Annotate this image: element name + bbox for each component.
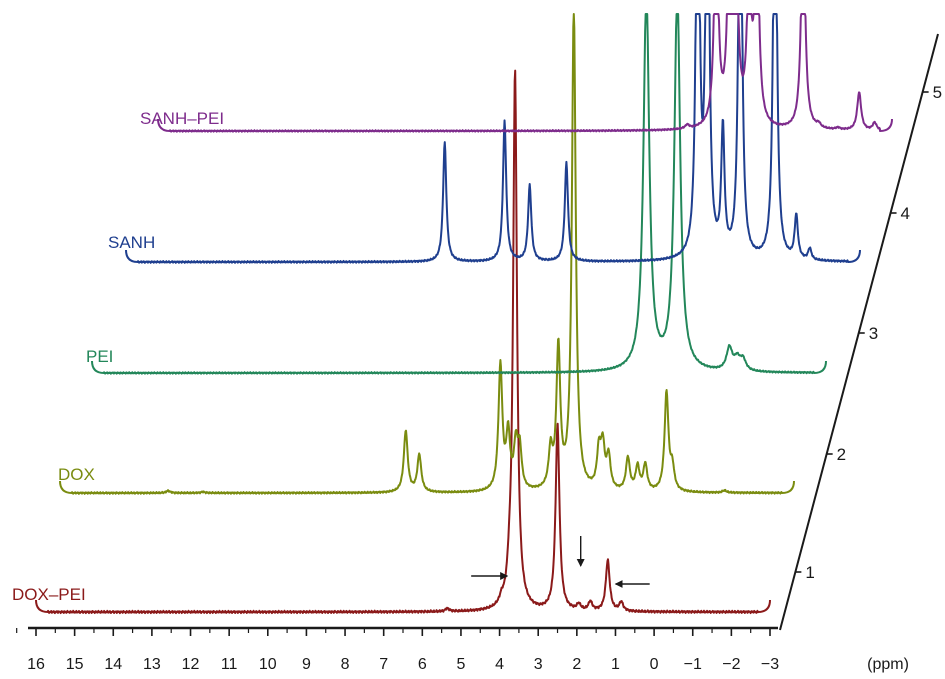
x-tick-label: 10 <box>259 656 277 673</box>
x-tick-label: 14 <box>104 656 122 673</box>
depth-tick-label: 3 <box>869 324 878 343</box>
x-tick-label: 12 <box>182 656 200 673</box>
spectrum-5: SANH–PEI <box>140 13 893 133</box>
spectrum-trace <box>125 13 861 264</box>
x-tick-label: 0 <box>650 656 659 673</box>
x-tick-label: 5 <box>456 656 465 673</box>
series-label: SANH <box>108 233 155 252</box>
x-tick-label: 8 <box>341 656 350 673</box>
depth-axis: 1 2 3 4 5 <box>779 33 942 631</box>
x-tick-label: −2 <box>722 656 740 673</box>
spectra-layer: DOX–PEI DOX PEI SANH SANH–PEI <box>12 13 893 615</box>
series-label: PEI <box>86 347 113 366</box>
x-tick-label: 9 <box>302 656 311 673</box>
x-tick-label: 6 <box>418 656 427 673</box>
spectrum-trace <box>35 69 771 615</box>
spectrum-trace <box>91 13 827 375</box>
annotation-layer <box>471 536 650 588</box>
series-label: SANH–PEI <box>140 109 224 128</box>
depth-tick-label: 1 <box>805 563 814 582</box>
x-tick-label: −1 <box>684 656 702 673</box>
spectrum-3: PEI <box>86 13 827 375</box>
depth-tick-label: 4 <box>901 204 910 223</box>
x-tick-label: 11 <box>221 656 238 673</box>
x-tick-label: 16 <box>27 656 45 673</box>
spectrum-trace <box>157 13 893 133</box>
spectrum-1: DOX–PEI <box>12 69 771 615</box>
spectrum-4: SANH <box>108 13 861 264</box>
series-label: DOX <box>58 465 95 484</box>
x-tick-label: 4 <box>495 656 504 673</box>
x-tick-label: 3 <box>534 656 543 673</box>
x-axis-title: (ppm) <box>867 656 909 673</box>
depth-tick-label: 2 <box>837 445 846 464</box>
x-tick-label: 2 <box>572 656 581 673</box>
spectrum-trace <box>59 13 795 495</box>
x-tick-label: 1 <box>611 656 620 673</box>
depth-tick-label: 5 <box>933 83 942 102</box>
x-tick-label: 13 <box>143 656 161 673</box>
series-label: DOX–PEI <box>12 585 86 604</box>
x-tick-label: 7 <box>379 656 388 673</box>
spectrum-2: DOX <box>58 13 795 495</box>
x-tick-label: −3 <box>761 656 779 673</box>
depth-axis-line <box>779 33 939 631</box>
x-tick-label: 15 <box>66 656 84 673</box>
x-axis: (ppm) 16 15 14 13 12 11 10 9 8 7 6 5 4 3 2 1 0 −1 −2 −3 <box>16 626 909 673</box>
